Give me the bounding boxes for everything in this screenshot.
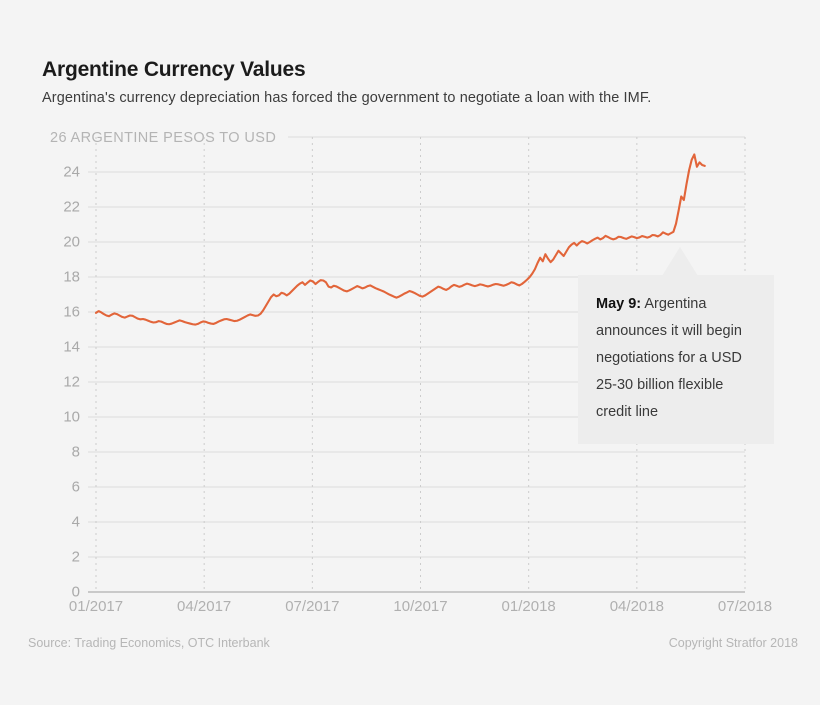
y-tick-label: 0 [71, 583, 80, 601]
x-tick-label: 01/2017 [68, 598, 124, 615]
y-tick-label: 20 [63, 233, 80, 251]
y-axis-caption: 26 ARGENTINE PESOS TO USD [50, 130, 277, 146]
y-tick-label: 14 [63, 338, 80, 356]
x-tick-label: 07/2017 [285, 598, 340, 615]
x-tick-label: 01/2018 [501, 598, 556, 615]
y-tick-label: 12 [63, 373, 80, 391]
y-tick-label: 2 [71, 548, 80, 566]
page-title: Argentine Currency Values [42, 58, 306, 81]
x-tick-label: 04/2017 [177, 598, 232, 615]
y-tick-label: 22 [63, 198, 80, 216]
x-tick-label: 10/2017 [393, 598, 448, 615]
y-tick-label: 24 [63, 163, 80, 181]
annotation-label: May 9: [596, 296, 642, 312]
y-tick-label: 10 [63, 408, 80, 426]
copyright-note: Copyright Stratfor 2018 [668, 636, 798, 650]
y-tick-label: 4 [71, 513, 80, 531]
annotation-callout: May 9: Argentina announces it will begin… [578, 275, 774, 444]
x-tick-label: 04/2018 [609, 598, 664, 615]
y-tick-label: 16 [63, 303, 80, 321]
annotation-pointer-icon [662, 247, 698, 276]
page-subtitle: Argentina's currency depreciation has fo… [42, 90, 652, 106]
y-tick-label: 18 [63, 268, 80, 286]
x-tick-label: 07/2018 [717, 598, 773, 615]
source-note: Source: Trading Economics, OTC Interbank [28, 636, 270, 650]
y-tick-label: 6 [71, 478, 80, 496]
annotation-text: Argentina announces it will begin negoti… [596, 296, 742, 420]
y-tick-label: 8 [71, 443, 80, 461]
